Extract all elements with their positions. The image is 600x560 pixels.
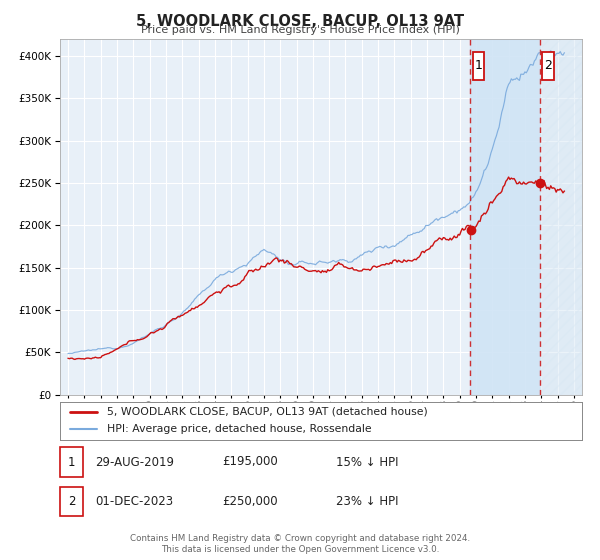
- Text: 23% ↓ HPI: 23% ↓ HPI: [336, 494, 398, 508]
- FancyBboxPatch shape: [542, 52, 554, 80]
- Text: 5, WOODLARK CLOSE, BACUP, OL13 9AT (detached house): 5, WOODLARK CLOSE, BACUP, OL13 9AT (deta…: [107, 407, 428, 417]
- Text: HPI: Average price, detached house, Rossendale: HPI: Average price, detached house, Ross…: [107, 424, 371, 435]
- Text: 5, WOODLARK CLOSE, BACUP, OL13 9AT: 5, WOODLARK CLOSE, BACUP, OL13 9AT: [136, 14, 464, 29]
- FancyBboxPatch shape: [473, 52, 484, 80]
- Text: 1: 1: [475, 59, 482, 72]
- Text: Contains HM Land Registry data © Crown copyright and database right 2024.: Contains HM Land Registry data © Crown c…: [130, 534, 470, 543]
- Text: 01-DEC-2023: 01-DEC-2023: [95, 494, 173, 508]
- Text: £195,000: £195,000: [222, 455, 278, 469]
- Text: £250,000: £250,000: [222, 494, 278, 508]
- Text: This data is licensed under the Open Government Licence v3.0.: This data is licensed under the Open Gov…: [161, 545, 439, 554]
- Text: 2: 2: [68, 494, 75, 508]
- Bar: [540, 39, 582, 395]
- Bar: [470, 39, 540, 395]
- Text: 29-AUG-2019: 29-AUG-2019: [95, 455, 174, 469]
- Text: 1: 1: [68, 455, 75, 469]
- Text: 15% ↓ HPI: 15% ↓ HPI: [336, 455, 398, 469]
- Text: 2: 2: [544, 59, 552, 72]
- Text: Price paid vs. HM Land Registry's House Price Index (HPI): Price paid vs. HM Land Registry's House …: [140, 25, 460, 35]
